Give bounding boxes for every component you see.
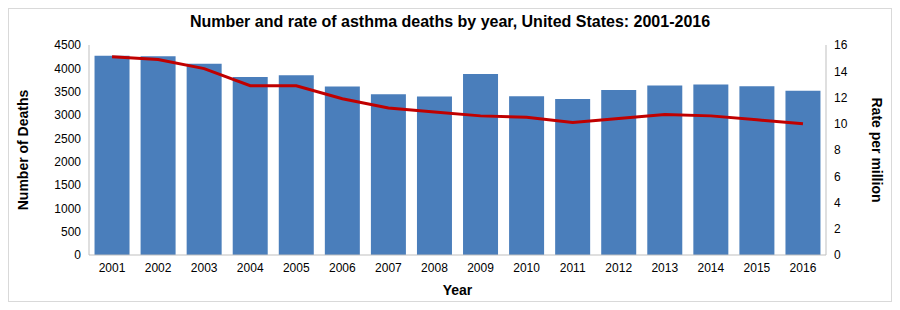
- svg-text:2009: 2009: [467, 261, 494, 275]
- svg-text:2008: 2008: [421, 261, 448, 275]
- svg-text:2010: 2010: [513, 261, 540, 275]
- svg-text:2003: 2003: [191, 261, 218, 275]
- svg-text:Year: Year: [443, 282, 473, 298]
- svg-text:Rate per million: Rate per million: [869, 97, 885, 202]
- svg-text:2011: 2011: [560, 261, 586, 275]
- svg-text:2012: 2012: [605, 261, 632, 275]
- svg-text:4500: 4500: [54, 38, 81, 52]
- svg-text:2500: 2500: [54, 132, 81, 146]
- svg-text:2016: 2016: [790, 261, 817, 275]
- svg-text:2001: 2001: [99, 261, 126, 275]
- svg-text:2013: 2013: [651, 261, 678, 275]
- svg-text:2014: 2014: [697, 261, 724, 275]
- svg-text:2: 2: [834, 222, 841, 236]
- svg-text:0: 0: [834, 248, 841, 262]
- svg-text:2005: 2005: [283, 261, 310, 275]
- svg-text:4000: 4000: [54, 62, 81, 76]
- svg-text:2004: 2004: [237, 261, 264, 275]
- svg-text:8: 8: [834, 143, 841, 157]
- svg-text:2000: 2000: [54, 155, 81, 169]
- svg-text:3500: 3500: [54, 85, 81, 99]
- svg-text:500: 500: [61, 225, 81, 239]
- svg-text:4: 4: [834, 196, 841, 210]
- svg-text:2006: 2006: [329, 261, 356, 275]
- svg-text:2002: 2002: [145, 261, 172, 275]
- svg-text:Number of Deaths: Number of Deaths: [15, 90, 31, 211]
- svg-text:0: 0: [74, 248, 81, 262]
- svg-text:16: 16: [834, 38, 848, 52]
- svg-text:2015: 2015: [744, 261, 771, 275]
- svg-text:2007: 2007: [375, 261, 402, 275]
- svg-text:1000: 1000: [54, 202, 81, 216]
- svg-text:6: 6: [834, 170, 841, 184]
- svg-text:10: 10: [834, 117, 848, 131]
- svg-text:3000: 3000: [54, 108, 81, 122]
- svg-text:12: 12: [834, 91, 848, 105]
- svg-text:14: 14: [834, 65, 848, 79]
- html-text:Number and rate of asthma deat: Number and rate of asthma deaths by year…: [189, 13, 711, 30]
- svg-text:1500: 1500: [54, 178, 81, 192]
